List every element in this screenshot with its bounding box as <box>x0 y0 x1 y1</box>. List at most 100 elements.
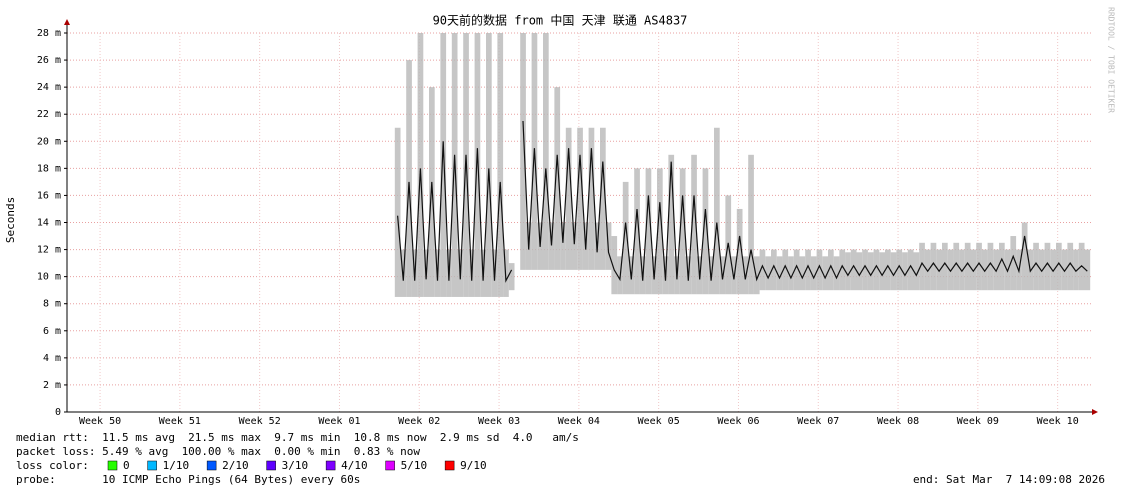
stats-line: median rtt: 11.5 ms avg 21.5 ms max 9.7 … <box>16 431 579 444</box>
x-tick-label: Week 03 <box>478 416 520 427</box>
axes <box>64 19 1098 415</box>
smoke-range <box>1073 249 1079 291</box>
x-tick-label: Week 52 <box>239 416 281 427</box>
x-tick-label: Week 04 <box>558 416 600 427</box>
smoke-range <box>736 208 743 295</box>
y-tick-label: 2 m <box>43 380 61 391</box>
y-tick-label: 16 m <box>37 190 61 201</box>
y-tick-label: 10 m <box>37 272 61 283</box>
smoke-range <box>508 263 515 291</box>
smoke-range <box>554 87 561 270</box>
smoke-range <box>976 242 982 291</box>
smoke-range <box>1084 249 1091 291</box>
end-time: end: Sat Mar 7 14:09:08 2026 <box>913 473 1105 486</box>
loss-title: loss color: <box>16 459 89 472</box>
smoke-range <box>748 154 754 295</box>
smoke-range <box>645 168 652 295</box>
x-tick-label: Week 51 <box>159 416 201 427</box>
smoke-range <box>679 168 686 295</box>
chart-title: 90天前的数据 from 中国 天津 联通 AS4837 <box>433 13 688 28</box>
loss-label: 4/10 <box>341 459 368 472</box>
y-tick-label: 26 m <box>37 55 61 66</box>
y-tick-label: 20 m <box>37 136 61 147</box>
smoke-range <box>600 127 606 270</box>
smoke-range <box>964 242 971 291</box>
smoke-range <box>953 242 960 291</box>
smoke-range <box>548 222 555 270</box>
y-tick-label: 0 <box>55 407 61 418</box>
smoke-range <box>702 168 709 295</box>
smoke-range <box>987 242 994 291</box>
y-axis-label: Seconds <box>4 197 17 243</box>
loss-swatch <box>444 460 455 471</box>
smoke-range <box>1050 249 1056 291</box>
smoke-range <box>440 33 447 297</box>
smoke-range <box>867 252 874 291</box>
probe: probe: 10 ICMP Echo Pings (64 Bytes) eve… <box>16 473 360 486</box>
loss-swatch <box>325 460 336 471</box>
loss-swatch <box>107 460 118 471</box>
smoke-range <box>657 168 663 295</box>
x-tick-label: Week 07 <box>797 416 839 427</box>
smoke-range <box>793 249 800 291</box>
stats-line: packet loss: 5.49 % avg 100.00 % max 0.0… <box>16 445 420 458</box>
y-tick-label: 12 m <box>37 245 61 256</box>
smoke-range <box>822 256 828 291</box>
smoke-range <box>810 256 817 291</box>
y-arrow <box>64 19 70 25</box>
smoke-range <box>1038 249 1045 291</box>
y-tick-label: 14 m <box>37 218 61 229</box>
loss-label: 2/10 <box>222 459 249 472</box>
y-tick-label: 24 m <box>37 82 61 93</box>
y-tick-label: 8 m <box>43 299 61 310</box>
smoke-range <box>930 242 937 291</box>
smoke-range <box>907 249 914 291</box>
loss-label: 0 <box>123 459 130 472</box>
loss-swatch <box>147 460 157 471</box>
watermark: RRDTOOL / TOBI OETIKER <box>1107 7 1116 113</box>
smoke-range <box>782 249 789 291</box>
loss-swatch <box>206 460 217 471</box>
x-tick-label: Week 02 <box>398 416 440 427</box>
smoke-range <box>816 249 823 291</box>
smoke-range <box>924 249 931 291</box>
x-tick-label: Week 10 <box>1037 416 1079 427</box>
y-tick-label: 18 m <box>37 163 61 174</box>
smoke-range <box>497 33 504 297</box>
smoke-range <box>959 249 965 291</box>
loss-label: 3/10 <box>282 459 309 472</box>
smoke-range <box>560 222 566 270</box>
smoke-range <box>873 249 880 291</box>
smoke-range <box>1056 242 1062 291</box>
smoke-range <box>577 127 583 270</box>
smoke-range <box>1061 249 1068 291</box>
smoke-range <box>765 256 771 291</box>
smoke-range <box>936 249 942 291</box>
smoke-range <box>714 127 720 295</box>
x-tick-label: Week 09 <box>957 416 999 427</box>
smoke-range <box>520 33 526 270</box>
x-tick-label: Week 01 <box>318 416 360 427</box>
smoke-range <box>981 249 988 291</box>
smoke-range <box>970 249 977 291</box>
smoke-range <box>776 256 783 291</box>
x-tick-label: Week 08 <box>877 416 919 427</box>
smoke-range <box>799 256 806 291</box>
smoke-range <box>771 249 777 291</box>
smoke-range <box>890 252 897 291</box>
y-tick-label: 4 m <box>43 353 61 364</box>
x-tick-label: Week 05 <box>638 416 680 427</box>
smoke-range <box>1033 242 1039 291</box>
loss-label: 1/10 <box>163 459 190 472</box>
loss-label: 5/10 <box>401 459 428 472</box>
smoke-range <box>902 252 908 291</box>
smoke-range <box>845 252 851 291</box>
y-tick-label: 28 m <box>37 28 61 39</box>
smoke-range <box>486 33 492 297</box>
loss-swatch <box>385 460 395 471</box>
smoke-range <box>1010 236 1017 291</box>
smoke-range <box>571 222 578 270</box>
x-arrow <box>1092 409 1098 415</box>
smoke-range <box>919 242 925 291</box>
smoke-range <box>753 256 760 295</box>
